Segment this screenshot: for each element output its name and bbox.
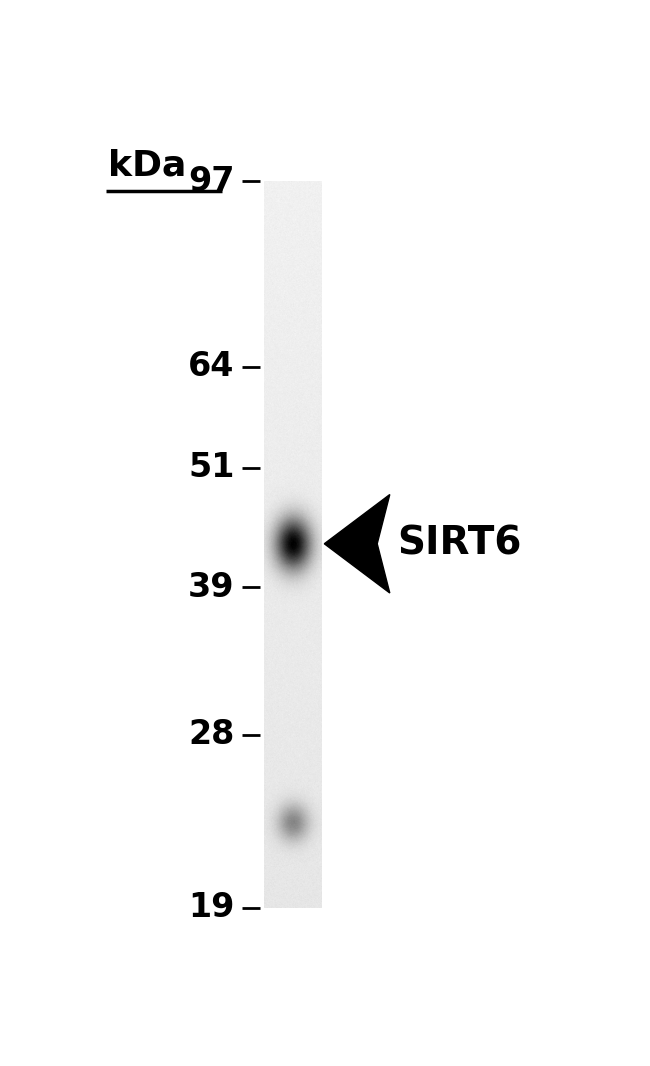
Text: 19: 19 bbox=[188, 891, 235, 924]
Text: 97: 97 bbox=[188, 165, 235, 198]
Text: kDa: kDa bbox=[107, 148, 186, 182]
Polygon shape bbox=[324, 495, 390, 593]
Text: 28: 28 bbox=[188, 718, 235, 752]
Text: 39: 39 bbox=[188, 570, 235, 603]
Text: SIRT6: SIRT6 bbox=[397, 524, 522, 563]
Text: 64: 64 bbox=[188, 350, 235, 383]
Text: 51: 51 bbox=[188, 451, 235, 484]
